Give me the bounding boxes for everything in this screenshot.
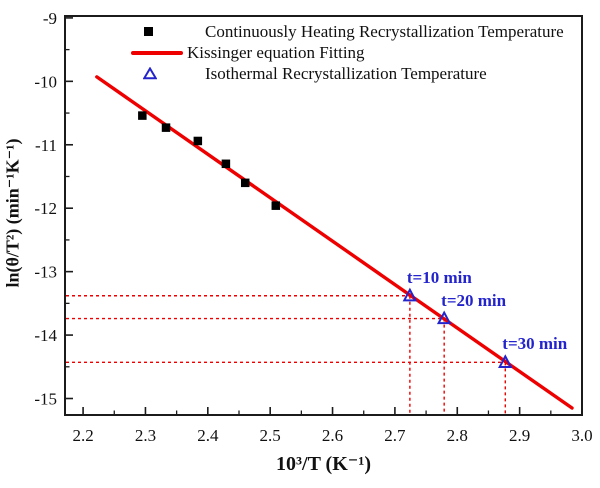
x-axis-title: 10³/T (K⁻¹) — [276, 453, 371, 475]
x-tick-label: 2.3 — [135, 426, 156, 445]
point-annotation: t=30 min — [502, 334, 568, 354]
x-tick-label: 2.2 — [72, 426, 93, 445]
y-tick-label: -13 — [34, 263, 57, 282]
x-tick-label: 2.5 — [260, 426, 281, 445]
x-tick-label: 2.7 — [384, 426, 406, 445]
legend-item-heating: Continuously Heating Recrystallization T… — [131, 21, 591, 42]
point-annotation: t=20 min — [441, 290, 507, 310]
x-tick-label: 3.0 — [571, 426, 592, 445]
y-tick-label: -10 — [34, 72, 57, 91]
legend-label: Continuously Heating Recrystallization T… — [205, 22, 564, 41]
legend-item-fitting: Kissinger equation Fitting — [131, 42, 591, 63]
data-point-triangle — [436, 310, 452, 325]
x-tick-label: 2.6 — [322, 426, 343, 445]
plot-border — [64, 15, 583, 416]
data-point-square — [240, 178, 250, 188]
y-axis-title: ln(θ/T²) (min⁻¹K⁻¹) — [2, 138, 23, 288]
y-tick-label: -12 — [34, 199, 57, 218]
data-point-square — [193, 136, 203, 146]
legend-label: Isothermal Recrystallization Temperature — [205, 64, 487, 83]
data-point-square — [271, 201, 281, 210]
y-tick-label: -14 — [34, 326, 57, 345]
point-annotation: t=10 min — [406, 267, 472, 287]
legend: Continuously Heating Recrystallization T… — [131, 21, 591, 84]
filled-square-marker-icon — [144, 27, 153, 36]
x-tick-label: 2.8 — [447, 426, 468, 445]
fit-line-sample-icon — [131, 50, 183, 55]
x-tick-label: 2.4 — [197, 426, 219, 445]
x-tick-label: 2.9 — [509, 426, 530, 445]
y-tick-label: -11 — [35, 136, 57, 155]
legend-label: Kissinger equation Fitting — [187, 43, 365, 62]
data-point-square — [161, 123, 171, 132]
y-tick-label: -9 — [43, 9, 57, 28]
open-triangle-marker-icon — [142, 66, 158, 85]
legend-item-isothermal: Isothermal Recrystallization Temperature — [131, 63, 591, 84]
data-point-triangle — [498, 354, 513, 368]
data-point-square — [138, 111, 147, 120]
y-tick-label: -15 — [34, 390, 57, 409]
data-point-square — [221, 159, 231, 169]
fit-line — [95, 75, 574, 410]
data-point-triangle — [402, 287, 418, 302]
